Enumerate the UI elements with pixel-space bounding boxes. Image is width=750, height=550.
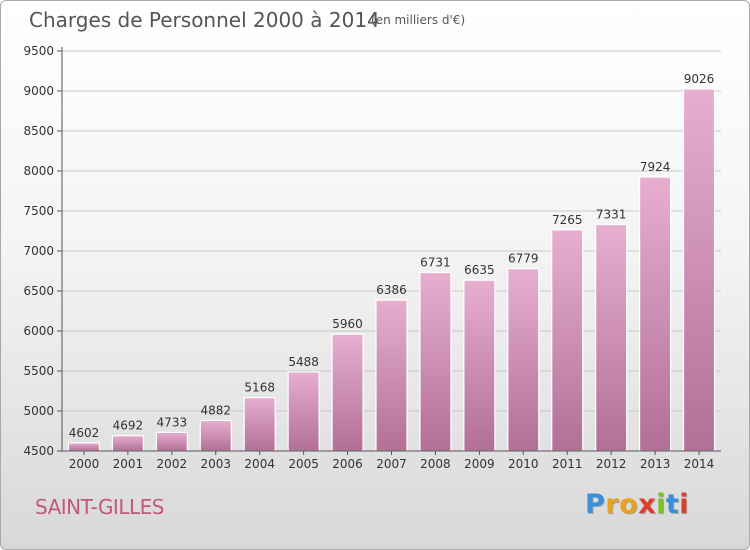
logo-letter: o	[619, 489, 639, 520]
bar-value-label: 4882	[200, 403, 231, 417]
bar-value-label: 5168	[244, 381, 275, 395]
bar	[419, 271, 452, 452]
chart-title: Charges de Personnel 2000 à 2014	[29, 8, 380, 32]
bar-value-label: 4733	[157, 415, 188, 429]
bar	[155, 431, 188, 452]
logo-letter: x	[638, 489, 657, 520]
x-tick-label: 2004	[244, 457, 275, 471]
y-tick-label: 6000	[23, 324, 54, 338]
bar-value-label: 7265	[552, 213, 583, 227]
x-tick-label: 2007	[376, 457, 407, 471]
x-tick-label: 2011	[552, 457, 583, 471]
logo-letter: i	[679, 489, 690, 520]
y-tick-label: 4500	[23, 444, 54, 458]
bar	[375, 299, 408, 452]
bar-value-label: 6731	[420, 256, 451, 270]
bar	[199, 419, 232, 452]
bar-value-label: 4602	[69, 426, 100, 440]
bar-value-label: 6779	[508, 252, 539, 266]
y-tick-label: 7000	[23, 244, 54, 258]
bar	[682, 88, 716, 452]
chart-subtitle: (en milliers d'€)	[371, 13, 466, 27]
y-tick-label: 9500	[23, 44, 54, 58]
logo-letter: P	[585, 489, 606, 520]
y-tick-label: 5000	[23, 404, 54, 418]
x-tick-label: 2000	[69, 457, 100, 471]
bar-value-label: 5960	[332, 317, 363, 331]
bar	[595, 223, 628, 452]
x-tick-label: 2014	[684, 457, 715, 471]
bar	[507, 268, 540, 452]
x-tick-label: 2009	[464, 457, 495, 471]
bar	[331, 333, 364, 452]
place-name: SAINT-GILLES	[35, 495, 164, 519]
bar-value-label: 6635	[464, 263, 495, 277]
bar-value-label: 4692	[113, 419, 144, 433]
x-tick-label: 2002	[157, 457, 188, 471]
y-tick-label: 9000	[23, 84, 54, 98]
proxiti-logo[interactable]: Proxiti	[585, 489, 689, 520]
bar-value-label: 7924	[640, 160, 671, 174]
bar	[111, 435, 145, 452]
x-tick-label: 2012	[596, 457, 627, 471]
x-tick-label: 2001	[113, 457, 144, 471]
x-tick-label: 2003	[200, 457, 231, 471]
logo-letter: t	[665, 489, 680, 520]
x-tick-label: 2008	[420, 457, 451, 471]
bar	[463, 279, 496, 452]
x-tick-label: 2005	[288, 457, 319, 471]
logo-letter: i	[656, 489, 666, 520]
bar	[67, 442, 101, 452]
bar-value-label: 9026	[684, 72, 715, 86]
x-tick-label: 2013	[640, 457, 671, 471]
y-tick-label: 8000	[23, 164, 54, 178]
bar-value-label: 7331	[596, 208, 627, 222]
y-tick-label: 6500	[23, 284, 54, 298]
x-tick-label: 2010	[508, 457, 539, 471]
y-tick-label: 8500	[23, 124, 54, 138]
y-tick-label: 7500	[23, 204, 54, 218]
x-tick-label: 2006	[332, 457, 363, 471]
bar-value-label: 6386	[376, 283, 407, 297]
logo-letter: r	[605, 489, 620, 520]
bar	[287, 371, 320, 452]
bar-value-label: 5488	[288, 355, 319, 369]
bar	[243, 396, 276, 452]
y-tick-label: 5500	[23, 364, 54, 378]
bar	[551, 229, 584, 452]
bar	[638, 176, 672, 452]
